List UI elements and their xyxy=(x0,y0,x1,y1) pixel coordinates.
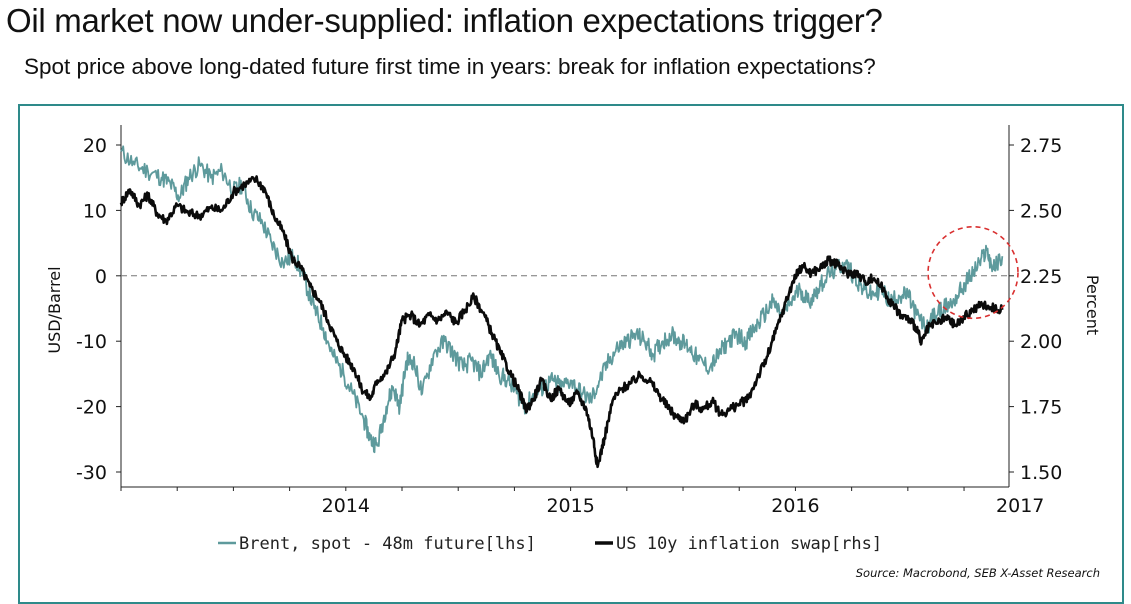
y-right-tick-label: 1.75 xyxy=(1020,397,1062,419)
y-left-axis-label: USD/Barrel xyxy=(45,266,64,353)
y-left-tick-label: 10 xyxy=(83,200,107,222)
x-tick-label: 2016 xyxy=(771,495,819,517)
y-left-tick-label: -30 xyxy=(76,462,107,484)
chart-axes: 20 10 0 -10 -20 -30 2.75 2.50 2.25 2.00 1.75 1.50 20… xyxy=(76,125,1062,517)
y-left-tick-label: 20 xyxy=(83,135,107,157)
y-left-tick-label: 0 xyxy=(95,266,107,288)
annotation-layer xyxy=(927,225,1019,320)
x-tick-label: 2017 xyxy=(996,495,1044,517)
y-right-tick-label: 2.00 xyxy=(1020,331,1062,353)
annotation-circle xyxy=(927,225,1019,320)
series-line-inflation-swap xyxy=(119,175,1004,469)
y-left-tick-label: -20 xyxy=(76,397,107,419)
source-note: Source: Macrobond, SEB X-Asset Research xyxy=(856,566,1100,580)
y-right-tick-label: 1.50 xyxy=(1020,462,1062,484)
page-title: Oil market now under-supplied: inflation… xyxy=(6,2,883,39)
y-left-tick-label: -10 xyxy=(76,331,107,353)
x-tick-label: 2015 xyxy=(546,495,594,517)
series-layer xyxy=(119,145,1004,469)
legend: Brent, spot - 48m future[lhs] US 10y inf… xyxy=(218,534,882,554)
legend-label-swap: US 10y inflation swap[rhs] xyxy=(616,534,882,554)
y-right-tick-label: 2.75 xyxy=(1020,135,1062,157)
legend-label-brent: Brent, spot - 48m future[lhs] xyxy=(239,534,536,554)
page-subtitle: Spot price above long-dated future first… xyxy=(24,54,876,79)
y-right-axis-label: Percent xyxy=(1083,275,1102,335)
x-tick-label: 2014 xyxy=(322,495,370,517)
series-line-brent xyxy=(120,145,1004,454)
y-right-tick-label: 2.50 xyxy=(1020,200,1062,222)
y-right-tick-label: 2.25 xyxy=(1020,266,1062,288)
